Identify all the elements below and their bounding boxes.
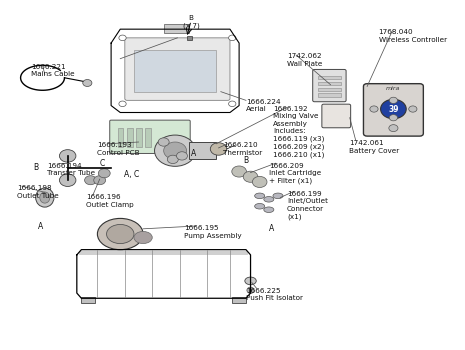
Bar bbox=[127, 128, 133, 147]
Circle shape bbox=[154, 135, 196, 166]
Text: B: B bbox=[243, 156, 248, 165]
Bar bbox=[79, 251, 248, 255]
FancyBboxPatch shape bbox=[364, 84, 423, 136]
Text: 1768.040
Wireless Controller: 1768.040 Wireless Controller bbox=[379, 29, 447, 43]
Ellipse shape bbox=[273, 193, 283, 198]
Text: 1666.221
Mains Cable: 1666.221 Mains Cable bbox=[31, 64, 75, 77]
Text: 1666.196
Outlet Clamp: 1666.196 Outlet Clamp bbox=[86, 194, 134, 208]
Bar bbox=[136, 128, 142, 147]
Bar bbox=[118, 128, 123, 147]
Bar bbox=[81, 297, 95, 303]
Text: 1666.193
Control PCB: 1666.193 Control PCB bbox=[97, 142, 140, 155]
Text: B
(x 7): B (x 7) bbox=[183, 15, 199, 29]
Circle shape bbox=[119, 35, 126, 41]
Text: 1666.199
Inlet/Outlet
Connector
(x1): 1666.199 Inlet/Outlet Connector (x1) bbox=[287, 191, 328, 220]
Bar bbox=[146, 128, 151, 147]
Text: 1666.195
Pump Assembly: 1666.195 Pump Assembly bbox=[184, 225, 242, 239]
Circle shape bbox=[232, 166, 246, 177]
Circle shape bbox=[229, 101, 236, 107]
Ellipse shape bbox=[40, 192, 50, 203]
Text: 1742.062
Wall Plate: 1742.062 Wall Plate bbox=[287, 54, 323, 67]
Text: 1666.194
Transfer Tube: 1666.194 Transfer Tube bbox=[47, 163, 95, 176]
FancyBboxPatch shape bbox=[110, 120, 190, 153]
Text: 1666.210
Thermistor: 1666.210 Thermistor bbox=[223, 142, 262, 155]
Ellipse shape bbox=[247, 287, 254, 293]
Bar bbox=[189, 142, 216, 159]
Ellipse shape bbox=[264, 197, 274, 202]
Circle shape bbox=[177, 152, 187, 160]
Ellipse shape bbox=[106, 224, 134, 244]
Text: 39: 39 bbox=[388, 105, 399, 113]
Circle shape bbox=[229, 35, 236, 41]
Ellipse shape bbox=[255, 193, 265, 198]
Circle shape bbox=[210, 143, 227, 155]
Ellipse shape bbox=[134, 231, 152, 244]
Circle shape bbox=[60, 174, 76, 187]
Ellipse shape bbox=[97, 218, 143, 250]
Bar bbox=[318, 76, 340, 79]
FancyBboxPatch shape bbox=[322, 104, 351, 128]
Circle shape bbox=[370, 106, 378, 112]
Bar bbox=[232, 297, 246, 303]
Circle shape bbox=[98, 169, 110, 178]
Text: 1742.061
Battery Cover: 1742.061 Battery Cover bbox=[349, 140, 399, 154]
Circle shape bbox=[85, 176, 96, 185]
Bar bbox=[134, 50, 216, 92]
Bar bbox=[318, 93, 340, 97]
Text: 1666.225
Push Fit Isolator: 1666.225 Push Fit Isolator bbox=[246, 288, 303, 301]
Text: 1666.192
Mixing Valve
Assembly
Includes:
1666.119 (x3)
1666.209 (x2)
1666.210 (x: 1666.192 Mixing Valve Assembly Includes:… bbox=[273, 106, 325, 158]
Text: A: A bbox=[191, 149, 196, 158]
FancyBboxPatch shape bbox=[125, 38, 230, 100]
Circle shape bbox=[389, 125, 398, 132]
Text: 1666.224
Aerial: 1666.224 Aerial bbox=[246, 99, 280, 112]
Circle shape bbox=[389, 114, 398, 121]
Text: A: A bbox=[268, 224, 274, 233]
Circle shape bbox=[389, 97, 398, 104]
Circle shape bbox=[252, 176, 267, 188]
Text: A, C: A, C bbox=[124, 170, 140, 179]
Circle shape bbox=[119, 101, 126, 107]
Circle shape bbox=[60, 150, 76, 162]
Circle shape bbox=[243, 171, 258, 182]
Ellipse shape bbox=[264, 207, 274, 212]
Circle shape bbox=[164, 142, 186, 159]
Circle shape bbox=[381, 99, 406, 119]
Text: C: C bbox=[100, 159, 105, 168]
Bar bbox=[164, 24, 189, 33]
Bar bbox=[186, 36, 192, 40]
Ellipse shape bbox=[245, 277, 256, 285]
Text: 1666.209
Inlet Cartridge
+ Filter (x1): 1666.209 Inlet Cartridge + Filter (x1) bbox=[269, 163, 321, 184]
Text: 1666.198
Outlet Tube: 1666.198 Outlet Tube bbox=[17, 186, 59, 199]
Circle shape bbox=[409, 106, 417, 112]
Text: A: A bbox=[38, 222, 43, 231]
Bar bbox=[318, 82, 340, 85]
Circle shape bbox=[158, 138, 169, 146]
Ellipse shape bbox=[255, 203, 265, 209]
Circle shape bbox=[167, 155, 178, 163]
Circle shape bbox=[94, 176, 106, 185]
Text: B: B bbox=[33, 163, 38, 172]
Ellipse shape bbox=[36, 188, 54, 207]
Text: mira: mira bbox=[386, 86, 400, 91]
Circle shape bbox=[83, 79, 92, 86]
FancyBboxPatch shape bbox=[313, 69, 346, 102]
Bar bbox=[318, 88, 340, 91]
